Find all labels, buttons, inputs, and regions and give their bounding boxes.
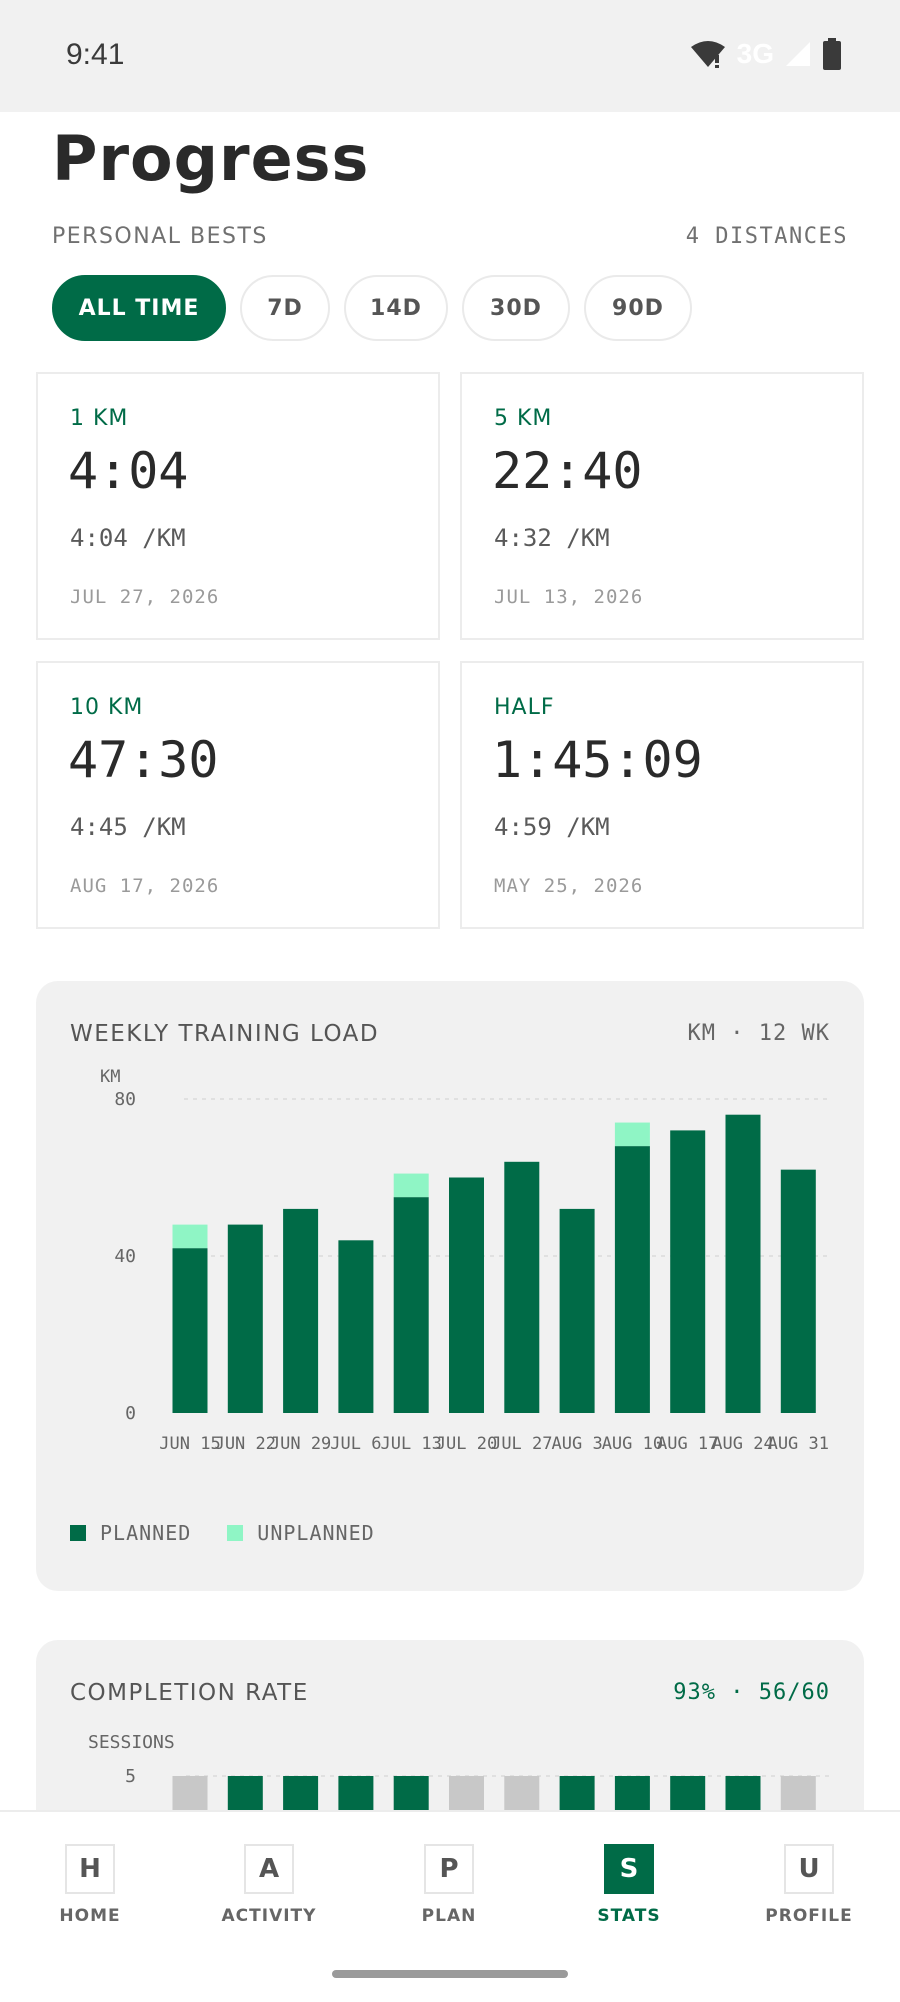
pb-pace: 4:32 /KM (494, 524, 610, 552)
y-tick-label: 80 (114, 1089, 136, 1110)
filter-30d[interactable]: 30D (462, 275, 570, 341)
completion-meta: 93% · 56/60 (673, 1680, 830, 1705)
x-tick-label: AUG 3 (552, 1434, 603, 1454)
pb-card-10km[interactable]: 10 KM 47:30 4:45 /KM AUG 17, 2026 (36, 661, 440, 929)
time-filter-chips: ALL TIME 7D 14D 30D 90D (52, 275, 692, 341)
activity-icon: A (244, 1844, 294, 1894)
bar-unplanned (614, 1122, 650, 1147)
signal-icon (786, 42, 810, 66)
status-time: 9:41 (66, 38, 125, 71)
filter-7d[interactable]: 7D (240, 275, 330, 341)
pb-pace: 4:04 /KM (70, 524, 186, 552)
pb-distance: 10 KM (70, 695, 144, 720)
nav-stats[interactable]: S STATS (559, 1844, 699, 1926)
bar-planned (504, 1161, 540, 1413)
pb-time: 1:45:09 (492, 731, 703, 789)
plan-icon: P (424, 1844, 474, 1894)
bar-planned (670, 1130, 706, 1413)
nav-label: STATS (597, 1906, 661, 1926)
pb-distance: 5 KM (494, 406, 553, 431)
nav-activity[interactable]: A ACTIVITY (199, 1844, 339, 1926)
chart-legend: PLANNED UNPLANNED (70, 1521, 375, 1545)
pb-date: AUG 17, 2026 (70, 875, 220, 897)
bar-planned (559, 1208, 595, 1413)
y-tick-label: 0 (125, 1403, 136, 1424)
bar-planned (614, 1146, 650, 1413)
pb-card-1km[interactable]: 1 KM 4:04 4:04 /KM JUL 27, 2026 (36, 372, 440, 640)
pb-date: JUL 13, 2026 (494, 586, 644, 608)
pb-distance: HALF (494, 695, 555, 720)
nav-profile[interactable]: U PROFILE (739, 1844, 879, 1926)
x-tick-label: JUL 13 (380, 1434, 441, 1454)
legend-swatch-planned (70, 1525, 86, 1541)
profile-icon: U (784, 1844, 834, 1894)
y-tick-label: 40 (114, 1246, 136, 1267)
personal-bests-label: PERSONAL BESTS (52, 224, 268, 249)
x-tick-label: JUL 27 (491, 1434, 552, 1454)
bar-planned (393, 1197, 429, 1413)
wifi-icon (690, 41, 725, 68)
stats-icon: S (604, 1844, 654, 1894)
nav-plan[interactable]: P PLAN (379, 1844, 519, 1926)
weekly-load-panel: WEEKLY TRAINING LOAD KM · 12 WK KM 0 40 80 J… (36, 981, 864, 1591)
bar-planned (172, 1248, 208, 1413)
bar-planned (780, 1169, 816, 1413)
x-tick-label: JUL 6 (330, 1434, 381, 1454)
pb-distance: 1 KM (70, 406, 129, 431)
distances-count: 4 DISTANCES (685, 224, 848, 249)
x-tick-label: AUG 10 (602, 1434, 663, 1454)
bar-unplanned (393, 1173, 429, 1198)
nav-label: HOME (59, 1906, 121, 1926)
bar-planned (725, 1114, 761, 1413)
x-tick-label: JUN 29 (270, 1434, 331, 1454)
bar-planned (338, 1240, 374, 1413)
home-icon: H (65, 1844, 115, 1894)
completion-title: COMPLETION RATE (70, 1680, 309, 1706)
pb-card-5km[interactable]: 5 KM 22:40 4:32 /KM JUL 13, 2026 (460, 372, 864, 640)
network-label: 3G (736, 38, 774, 69)
pb-pace: 4:45 /KM (70, 813, 186, 841)
x-tick-label: JUL 20 (436, 1434, 497, 1454)
pb-time: 47:30 (68, 731, 219, 789)
bar-planned (227, 1224, 263, 1413)
nav-label: PROFILE (765, 1906, 853, 1926)
y-tick-label: 5 (125, 1766, 136, 1787)
nav-label: ACTIVITY (221, 1906, 317, 1926)
bar-planned (449, 1177, 484, 1413)
x-tick-label: JUN 15 (159, 1434, 220, 1454)
filter-90d[interactable]: 90D (584, 275, 692, 341)
y-axis-label: KM (100, 1067, 120, 1087)
x-tick-label: AUG 17 (657, 1434, 718, 1454)
filter-14d[interactable]: 14D (344, 275, 448, 341)
pb-date: MAY 25, 2026 (494, 875, 644, 897)
bar-planned (283, 1208, 319, 1413)
page-title: Progress (52, 122, 370, 195)
x-tick-label: JUN 22 (215, 1434, 276, 1454)
bar-unplanned (172, 1224, 208, 1249)
weekly-load-meta: KM · 12 WK (687, 1021, 830, 1046)
legend-unplanned-label: UNPLANNED (257, 1521, 375, 1545)
y-axis-label: SESSIONS (88, 1732, 175, 1753)
legend-swatch-unplanned (227, 1525, 244, 1541)
nav-home[interactable]: H HOME (20, 1844, 160, 1926)
weekly-load-title: WEEKLY TRAINING LOAD (70, 1021, 380, 1047)
filter-all-time[interactable]: ALL TIME (52, 275, 226, 341)
pb-date: JUL 27, 2026 (70, 586, 220, 608)
pb-time: 22:40 (492, 442, 643, 500)
x-tick-label: AUG 31 (768, 1434, 829, 1454)
status-icons: 3G (689, 38, 842, 70)
nav-label: PLAN (421, 1906, 477, 1926)
pb-time: 4:04 (68, 442, 189, 500)
pb-pace: 4:59 /KM (494, 813, 610, 841)
x-tick-label: AUG 24 (712, 1434, 773, 1454)
pb-card-half[interactable]: HALF 1:45:09 4:59 /KM MAY 25, 2026 (460, 661, 864, 929)
legend-planned-label: PLANNED (100, 1521, 192, 1545)
status-bar: 9:41 3G (0, 0, 900, 112)
battery-icon (823, 38, 841, 70)
home-indicator[interactable] (332, 1970, 568, 1978)
